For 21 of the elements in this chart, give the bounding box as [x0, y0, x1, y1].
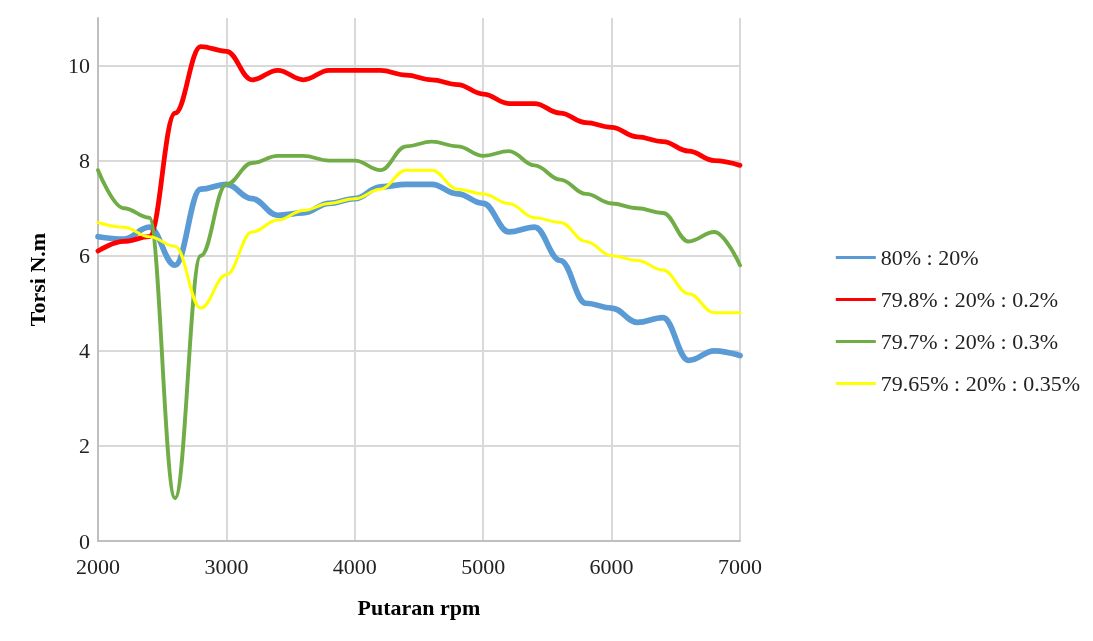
legend-label: 79.8% : 20% : 0.2%	[880, 287, 1058, 312]
line-series	[96, 168, 742, 315]
y-tick-label: 6	[79, 243, 90, 269]
line-series	[96, 139, 742, 501]
legend-label: 79.7% : 20% : 0.3%	[880, 329, 1058, 354]
legend-label: 80% : 20%	[880, 245, 979, 270]
y-tick-label: 8	[79, 148, 90, 174]
x-tick-label: 5000	[461, 553, 506, 579]
x-tick-label: 6000	[589, 553, 634, 579]
y-tick-label: 2	[79, 433, 90, 459]
legend-label: 79.65% : 20% : 0.35%	[880, 371, 1080, 396]
x-tick-label: 3000	[204, 553, 249, 579]
y-axis-title: Torsi N.m	[24, 232, 50, 327]
x-tick-label: 7000	[718, 553, 762, 579]
x-tick-label: 4000	[332, 553, 377, 579]
x-tick-label: 2000	[76, 553, 120, 579]
line-series	[95, 44, 743, 254]
x-axis-title: Putaran rpm	[357, 594, 481, 620]
y-tick-label: 0	[79, 528, 90, 554]
y-tick-label: 10	[68, 53, 90, 79]
y-tick-label: 4	[79, 338, 90, 364]
